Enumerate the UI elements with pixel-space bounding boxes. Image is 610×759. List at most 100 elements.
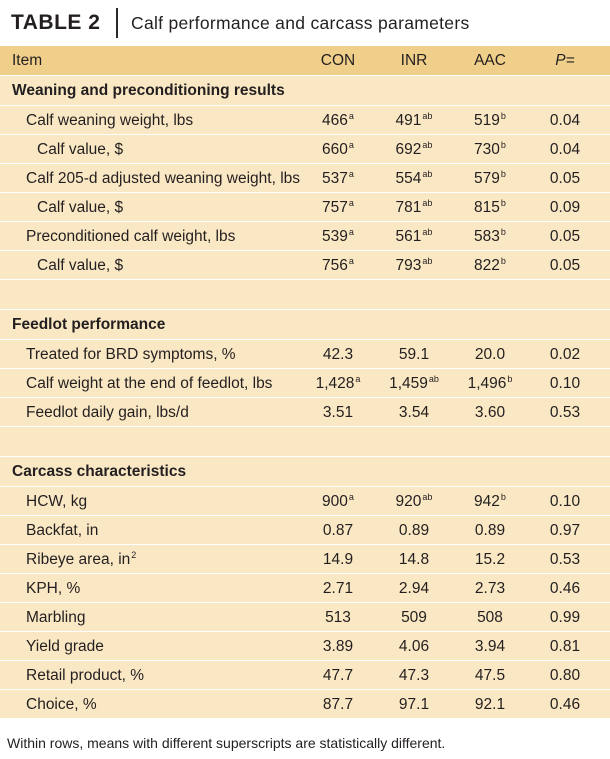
cell-p: 0.99 xyxy=(549,609,581,626)
significance-superscript: a xyxy=(348,492,354,502)
table-row: Calf weaning weight, lbs 466a 491ab 519b 0.0… xyxy=(0,106,610,135)
cell-p: 0.81 xyxy=(549,638,581,655)
cell-con: 537a xyxy=(322,169,354,188)
significance-superscript: a xyxy=(348,198,354,208)
row-label: HCW, kg xyxy=(26,493,88,510)
column-header-p: P= xyxy=(555,52,575,69)
cell-p: 0.10 xyxy=(549,375,581,392)
row-label: Retail product, % xyxy=(26,667,145,684)
significance-superscript: ab xyxy=(428,374,439,384)
cell-p: 0.09 xyxy=(549,199,581,216)
table-row: Calf value, $ 756a 793ab 822b 0.05 xyxy=(0,251,610,280)
cell-p: 0.02 xyxy=(549,346,581,363)
cell-con: 0.87 xyxy=(322,522,354,539)
cell-con: 757a xyxy=(322,198,354,217)
column-header-aac: AAC xyxy=(474,52,506,69)
cell-p: 0.46 xyxy=(549,696,581,713)
significance-superscript: b xyxy=(500,111,506,121)
section-title: Weaning and preconditioning results xyxy=(12,82,285,99)
table-row: Calf value, $ 660a 692ab 730b 0.04 xyxy=(0,135,610,164)
cell-p: 0.05 xyxy=(549,228,581,245)
cell-p: 0.04 xyxy=(549,141,581,158)
cell-aac: 730b xyxy=(474,140,506,159)
cell-aac: 92.1 xyxy=(474,696,506,713)
data-table: Item CON INR AAC P= Weaning and precondi… xyxy=(0,46,610,719)
cell-con: 660a xyxy=(322,140,354,159)
cell-aac: 508 xyxy=(477,609,503,626)
table-row: Choice, % 87.7 97.1 92.1 0.46 xyxy=(0,690,610,719)
significance-superscript: ab xyxy=(422,169,433,179)
cell-con: 3.89 xyxy=(322,638,354,655)
column-header-item: Item xyxy=(12,52,43,69)
row-label: Yield grade xyxy=(26,638,104,655)
cell-inr: 14.8 xyxy=(398,551,430,568)
cell-con: 14.9 xyxy=(322,551,354,568)
column-header-con: CON xyxy=(320,52,356,69)
row-label: Treated for BRD symptoms, % xyxy=(26,346,236,363)
cell-p: 0.10 xyxy=(549,493,581,510)
cell-inr: 692ab xyxy=(395,140,433,159)
cell-p: 0.53 xyxy=(549,404,581,421)
row-label: Calf weaning weight, lbs xyxy=(26,112,194,129)
table-number-label: TABLE 2 xyxy=(0,8,118,38)
significance-superscript: a xyxy=(348,227,354,237)
cell-aac: 815b xyxy=(474,198,506,217)
cell-con: 3.51 xyxy=(322,404,354,421)
cell-aac: 583b xyxy=(474,227,506,246)
significance-superscript: a xyxy=(348,256,354,266)
cell-con: 47.7 xyxy=(322,667,354,684)
section-header-row: Feedlot performance xyxy=(0,310,610,340)
table-row: KPH, % 2.71 2.94 2.73 0.46 xyxy=(0,574,610,603)
table-row: Treated for BRD symptoms, % 42.3 59.1 20.0 0… xyxy=(0,340,610,369)
cell-con: 87.7 xyxy=(322,696,354,713)
cell-aac: 942b xyxy=(474,492,506,511)
cell-aac: 47.5 xyxy=(474,667,506,684)
table-row: Backfat, in 0.87 0.89 0.89 0.97 xyxy=(0,516,610,545)
cell-inr: 59.1 xyxy=(398,346,430,363)
significance-superscript: b xyxy=(500,256,506,266)
cell-inr: 47.3 xyxy=(398,667,430,684)
cell-inr: 920ab xyxy=(395,492,433,511)
cell-p: 0.05 xyxy=(549,170,581,187)
row-label-superscript: 2 xyxy=(131,550,137,560)
cell-inr: 561ab xyxy=(395,227,433,246)
table-title: Calf performance and carcass parameters xyxy=(131,12,470,33)
cell-aac: 822b xyxy=(474,256,506,275)
significance-superscript: a xyxy=(355,374,361,384)
table-row: Yield grade 3.89 4.06 3.94 0.81 xyxy=(0,632,610,661)
cell-con: 539a xyxy=(322,227,354,246)
cell-aac: 1,496b xyxy=(467,374,513,393)
cell-aac: 2.73 xyxy=(474,580,506,597)
cell-p: 0.05 xyxy=(549,257,581,274)
cell-con: 2.71 xyxy=(322,580,354,597)
cell-inr: 509 xyxy=(401,609,427,626)
row-label: Ribeye area, in2 xyxy=(26,550,137,569)
cell-inr: 491ab xyxy=(395,111,433,130)
cell-con: 42.3 xyxy=(322,346,354,363)
cell-aac: 20.0 xyxy=(474,346,506,363)
table-row: Calf value, $ 757a 781ab 815b 0.09 xyxy=(0,193,610,222)
cell-aac: 519b xyxy=(474,111,506,130)
cell-aac: 579b xyxy=(474,169,506,188)
significance-superscript: b xyxy=(500,227,506,237)
cell-inr: 1,459ab xyxy=(389,374,439,393)
cell-aac: 3.94 xyxy=(474,638,506,655)
significance-superscript: ab xyxy=(422,227,433,237)
cell-inr: 781ab xyxy=(395,198,433,217)
table-row: Retail product, % 47.7 47.3 47.5 0.80 xyxy=(0,661,610,690)
cell-inr: 3.54 xyxy=(398,404,430,421)
section-title: Feedlot performance xyxy=(12,316,166,333)
table-row: HCW, kg 900a 920ab 942b 0.10 xyxy=(0,487,610,516)
table-row: Ribeye area, in2 14.9 14.8 15.2 0.53 xyxy=(0,545,610,574)
cell-inr: 793ab xyxy=(395,256,433,275)
table-row: Calf weight at the end of feedlot, lbs 1,… xyxy=(0,369,610,398)
row-label: KPH, % xyxy=(26,580,81,597)
cell-aac: 3.60 xyxy=(474,404,506,421)
cell-p: 0.53 xyxy=(549,551,581,568)
table-row: Preconditioned calf weight, lbs 539a 561ab… xyxy=(0,222,610,251)
row-label: Backfat, in xyxy=(26,522,99,539)
cell-p: 0.80 xyxy=(549,667,581,684)
cell-p: 0.04 xyxy=(549,112,581,129)
significance-superscript: ab xyxy=(422,111,433,121)
cell-con: 513 xyxy=(325,609,351,626)
